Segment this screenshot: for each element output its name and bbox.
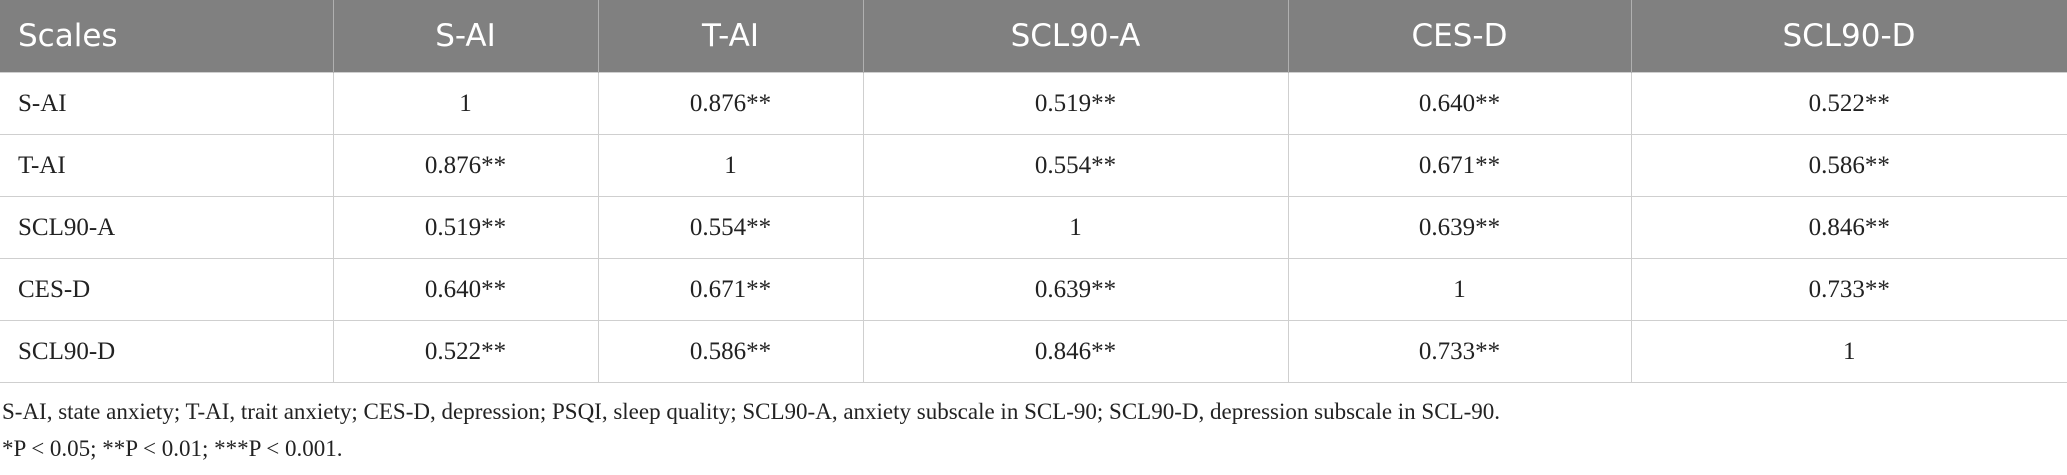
header-cell: T-AI <box>598 0 864 73</box>
table-cell: 1 <box>1287 258 1632 321</box>
table-cell: 0.639** <box>1287 196 1632 259</box>
row-label: SCL90-A <box>0 196 334 259</box>
table-cell: 0.640** <box>332 258 599 321</box>
table-cell: 0.586** <box>597 320 864 383</box>
table-row: T-AI 0.876** 1 0.554** 0.671** 0.586** <box>0 134 2067 197</box>
row-label: CES-D <box>0 258 334 321</box>
table-cell: 0.876** <box>597 72 864 135</box>
table-cell: 0.639** <box>862 258 1289 321</box>
header-cell: SCL90-D <box>1631 0 2067 73</box>
header-cell: Scales <box>0 0 334 73</box>
table-cell: 0.519** <box>862 72 1289 135</box>
table-cell: 0.522** <box>332 320 599 383</box>
table-cell: 0.554** <box>862 134 1289 197</box>
table-row: S-AI 1 0.876** 0.519** 0.640** 0.522** <box>0 72 2067 135</box>
row-label: SCL90-D <box>0 320 334 383</box>
table-cell: 0.640** <box>1287 72 1632 135</box>
correlation-table: Scales S-AI T-AI SCL90-A CES-D SCL90-D S-AI 1 0… <box>0 0 2067 383</box>
table-cell: 1 <box>1630 320 2067 383</box>
table-cell: 0.522** <box>1630 72 2067 135</box>
table-cell: 0.586** <box>1630 134 2067 197</box>
table-cell: 0.671** <box>597 258 864 321</box>
footnote: S-AI, state anxiety; T-AI, trait anxiety… <box>2 399 1501 424</box>
table-cell: 1 <box>332 72 599 135</box>
table-row: CES-D 0.640** 0.671** 0.639** 1 0.733** <box>0 258 2067 321</box>
footnotes: S-AI, state anxiety; T-AI, trait anxiety… <box>0 393 2067 467</box>
table-row: SCL90-A 0.519** 0.554** 1 0.639** 0.846** <box>0 196 2067 259</box>
header-cell: SCL90-A <box>863 0 1289 73</box>
table-cell: 0.876** <box>332 134 599 197</box>
table-cell: 0.519** <box>332 196 599 259</box>
header-row: Scales S-AI T-AI SCL90-A CES-D SCL90-D <box>0 0 2067 73</box>
table-cell: 0.846** <box>1630 196 2067 259</box>
table-cell: 0.846** <box>862 320 1289 383</box>
table-cell: 0.733** <box>1287 320 1632 383</box>
table-cell: 0.733** <box>1630 258 2067 321</box>
row-label: S-AI <box>0 72 334 135</box>
table-cell: 0.554** <box>597 196 864 259</box>
header-cell: S-AI <box>333 0 599 73</box>
table-row: SCL90-D 0.522** 0.586** 0.846** 0.733** 1 <box>0 320 2067 383</box>
table-cell: 1 <box>862 196 1289 259</box>
footnote: *P < 0.05; **P < 0.01; ***P < 0.001. <box>2 436 343 461</box>
header-cell: CES-D <box>1288 0 1632 73</box>
table-cell: 0.671** <box>1287 134 1632 197</box>
table-cell: 1 <box>597 134 864 197</box>
row-label: T-AI <box>0 134 334 197</box>
